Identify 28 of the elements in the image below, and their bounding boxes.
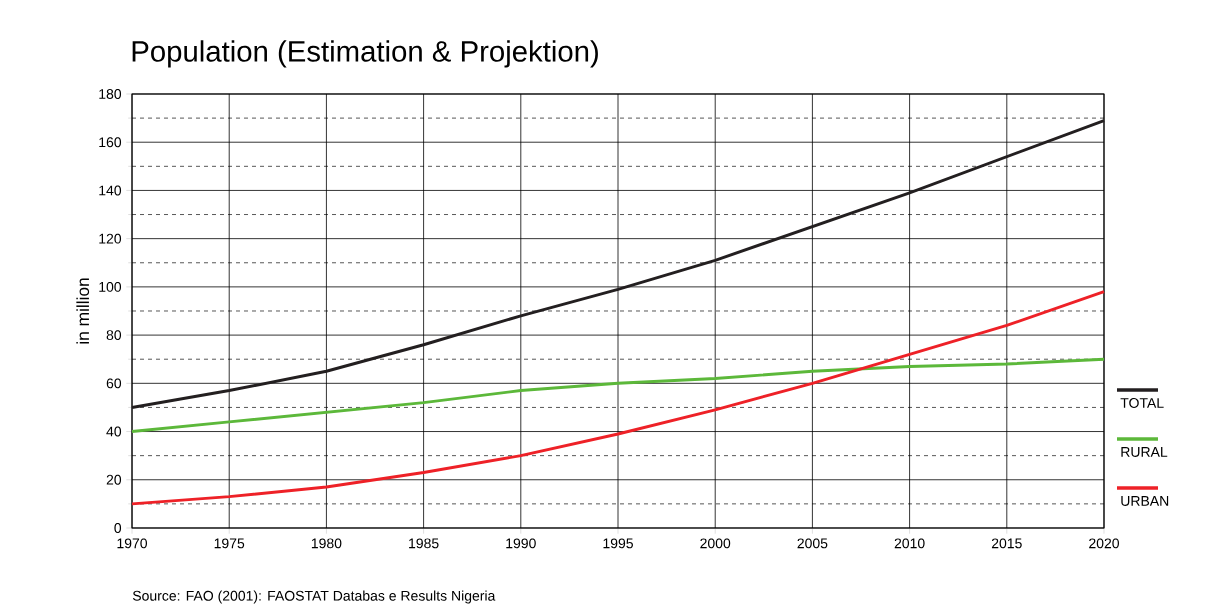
y-tick-label: 100 <box>99 281 122 292</box>
y-tick-label: 60 <box>106 378 122 389</box>
x-tick-label: 2010 <box>894 538 925 549</box>
y-tick-label: 140 <box>99 185 122 196</box>
x-tick-label: 2005 <box>797 538 828 549</box>
x-tick-label: 1995 <box>603 538 633 549</box>
x-tick-label: 1990 <box>506 538 536 549</box>
line-series <box>130 290 1106 506</box>
x-tick-label: 1975 <box>214 538 245 549</box>
x-tick-label: 1970 <box>117 538 148 549</box>
legend-label: RURAL <box>1121 447 1168 457</box>
chart-title: Population (Estimation & Projektion) <box>132 40 598 68</box>
x-tick-label: 2020 <box>1089 538 1120 549</box>
source-note: Source: FAO (2001): FAOSTAT Databas e Results Nigeria <box>132 590 496 604</box>
y-tick-label: 0 <box>114 523 122 533</box>
y-tick-label: 180 <box>99 89 122 99</box>
x-tick-label: 2015 <box>991 538 1022 549</box>
x-tick-label: 1980 <box>311 538 342 549</box>
x-tick-label: 2000 <box>700 538 731 549</box>
legend-label: TOTAL <box>1120 398 1164 408</box>
y-tick-label: 20 <box>106 474 122 485</box>
legend-label: URBAN <box>1121 496 1169 506</box>
y-tick-label: 80 <box>106 330 122 341</box>
y-tick-label: 160 <box>99 137 122 148</box>
y-tick-label: 120 <box>99 233 122 244</box>
y-axis-title: in million <box>76 278 90 344</box>
x-tick-label: 1985 <box>409 538 439 549</box>
y-tick-label: 40 <box>106 426 122 437</box>
